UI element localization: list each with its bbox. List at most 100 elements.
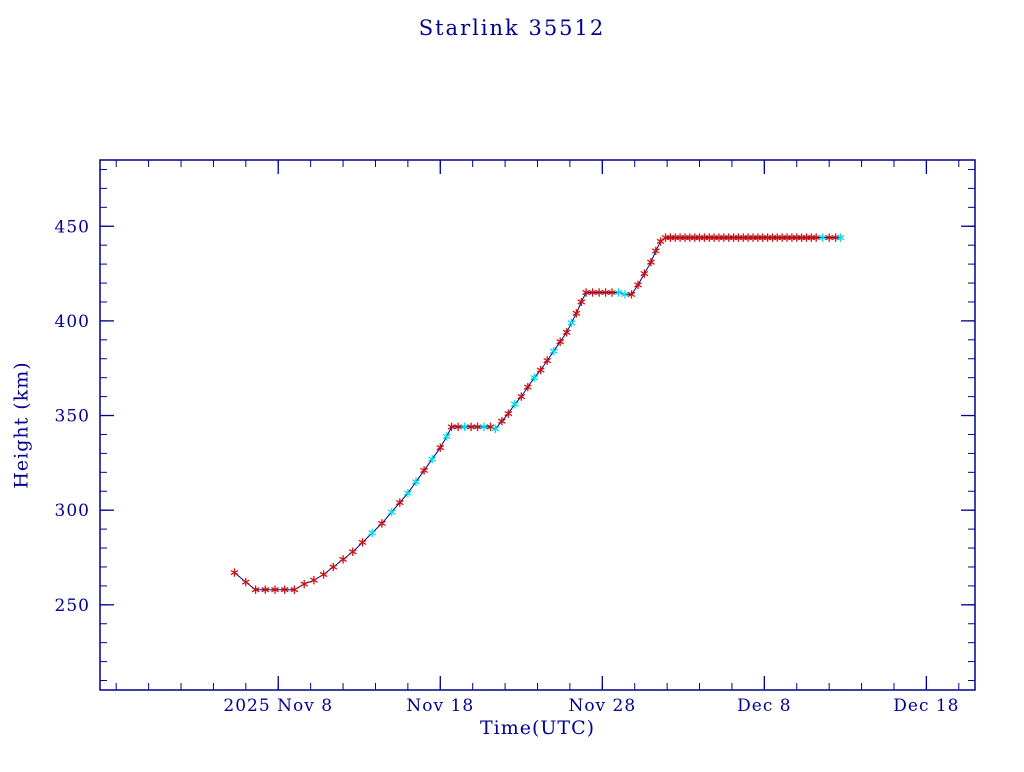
marker-arm [230, 569, 239, 576]
data-point-marker [486, 422, 495, 432]
marker-arm [627, 291, 636, 298]
data-point-marker [241, 577, 250, 587]
data-point-marker [517, 392, 526, 401]
data-point-marker [556, 337, 565, 346]
data-point-marker [491, 424, 500, 433]
chart-title: Starlink 35512 [418, 16, 606, 40]
data-point-marker [656, 237, 665, 246]
data-point-marker [818, 233, 827, 242]
x-tick-label: Dec 8 [737, 696, 791, 716]
data-point-marker [358, 538, 367, 547]
marker-arm [517, 393, 526, 400]
data-point-marker [329, 562, 338, 572]
data-point-marker [447, 422, 456, 432]
marker-arm [447, 424, 456, 430]
data-point-marker [530, 373, 539, 382]
marker-arm [595, 289, 604, 296]
data-point-marker [536, 365, 545, 375]
marker-arm [280, 587, 289, 593]
data-point-marker [825, 233, 834, 242]
marker-arm [523, 384, 532, 390]
data-point-marker [395, 498, 404, 507]
data-point-marker [646, 258, 655, 267]
data-point-marker [651, 246, 660, 256]
marker-arm [582, 289, 591, 296]
marker-arm [241, 579, 250, 585]
data-point-marker [460, 422, 469, 432]
data-point-marker [577, 297, 586, 307]
y-tick-label: 300 [55, 501, 90, 521]
x-tick-label: 2025 Nov 8 [223, 696, 333, 716]
marker-arm [530, 375, 539, 381]
data-point-marker [368, 528, 377, 538]
marker-arm [497, 418, 506, 424]
data-point-marker [348, 547, 357, 556]
data-point-marker [601, 288, 610, 297]
marker-arm [454, 424, 463, 430]
data-point-marker [812, 233, 821, 242]
data-point-marker [480, 422, 488, 432]
data-point-marker [454, 422, 463, 432]
data-point-marker [230, 568, 239, 577]
data-point-marker [634, 280, 642, 290]
data-point-marker [621, 290, 629, 299]
data-point-marker [412, 477, 420, 486]
data-point-marker [442, 432, 451, 441]
data-point-marker [572, 309, 581, 318]
marker-arm [588, 289, 597, 296]
marker-arm [368, 530, 377, 536]
marker-arm [504, 410, 513, 417]
data-point-marker [300, 579, 309, 589]
data-point-marker [473, 422, 482, 432]
marker-arm [543, 357, 552, 364]
y-tick-label: 400 [55, 312, 90, 332]
data-point-marker [428, 454, 437, 464]
marker-arm [460, 424, 469, 430]
data-point-marker [339, 555, 348, 564]
data-point-marker [595, 288, 604, 297]
marker-arm [436, 445, 445, 451]
marker-arm [825, 234, 834, 241]
marker-arm [577, 299, 586, 305]
data-point-marker [543, 356, 552, 365]
marker-arm [646, 259, 655, 265]
data-point-marker [562, 328, 571, 337]
data-point-marker [436, 443, 445, 452]
data-point-marker [309, 576, 318, 585]
marker-arm [601, 289, 610, 296]
data-point-marker [387, 507, 396, 517]
plot-border [99, 159, 976, 691]
data-point-marker [510, 400, 519, 409]
marker-arm [271, 587, 279, 593]
marker-arm [261, 587, 270, 593]
data-point-marker [261, 585, 270, 594]
marker-arm [442, 433, 451, 440]
marker-arm [640, 270, 649, 277]
data-point-marker [582, 288, 591, 297]
marker-arm [348, 549, 357, 555]
x-axis-label: Time(UTC) [479, 717, 596, 739]
marker-arm [467, 424, 476, 430]
marker-arm [562, 329, 571, 335]
x-tick-label: Nov 28 [568, 696, 636, 716]
data-point-marker [403, 488, 412, 498]
marker-arm [473, 424, 482, 430]
marker-arm [510, 401, 519, 407]
data-point-marker [567, 318, 576, 327]
marker-arm [614, 289, 623, 296]
y-axis-label-container: Height (km) [0, 160, 44, 690]
marker-arm [656, 238, 665, 245]
marker-arm [403, 490, 412, 496]
data-point-marker [251, 585, 260, 594]
y-axis-label: Height (km) [11, 361, 34, 489]
marker-arm [486, 424, 495, 430]
data-point-marker [290, 585, 299, 594]
marker-arm [387, 509, 396, 515]
data-point-marker [627, 290, 636, 299]
marker-arm [572, 310, 581, 316]
y-tick-label: 450 [55, 217, 90, 237]
data-point-marker [377, 519, 386, 528]
data-point-marker [836, 233, 845, 242]
